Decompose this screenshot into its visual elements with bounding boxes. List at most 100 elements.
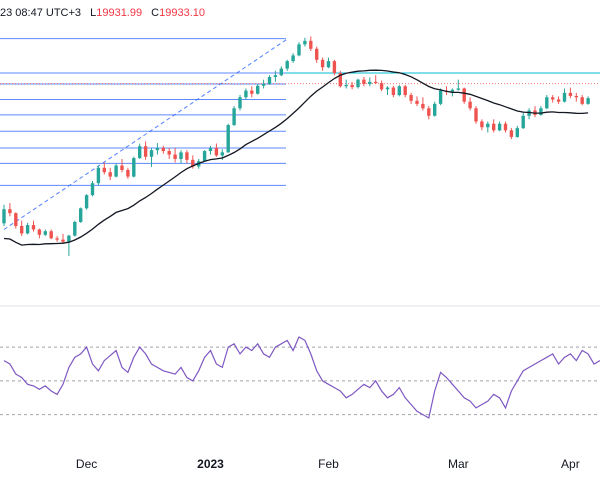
candle-body <box>37 229 42 235</box>
candle-body <box>320 59 325 68</box>
candle-body <box>202 151 207 162</box>
candle <box>31 220 36 232</box>
candle-body <box>415 100 419 104</box>
candle <box>350 81 354 90</box>
candle-body <box>14 213 18 226</box>
candle-body <box>462 88 466 102</box>
candle-body <box>102 167 106 173</box>
candle <box>338 70 342 88</box>
candle <box>161 145 165 154</box>
candle <box>486 121 490 133</box>
candle-body <box>2 209 6 224</box>
candle-body <box>338 73 342 87</box>
candle <box>391 85 396 98</box>
candle-body <box>332 61 337 74</box>
candle <box>568 87 573 99</box>
candle-body <box>226 125 230 153</box>
candle <box>379 80 384 92</box>
candle-body <box>132 158 136 177</box>
candle <box>14 212 18 229</box>
candle-body <box>8 209 12 214</box>
candle <box>108 167 112 181</box>
candle <box>385 86 390 96</box>
candle <box>149 147 154 167</box>
candle <box>433 101 437 117</box>
x-tick-label: Mar <box>447 457 469 471</box>
candle <box>173 147 177 163</box>
candle-body <box>143 146 148 157</box>
candle-body <box>562 92 567 102</box>
candle <box>332 59 337 76</box>
candle-body <box>509 130 514 137</box>
candle <box>551 95 555 103</box>
candle-body <box>403 86 407 96</box>
candle-body <box>84 195 89 209</box>
candle <box>562 88 567 103</box>
candle-body <box>167 151 171 155</box>
fibonacci-levels <box>0 38 600 186</box>
candle-body <box>126 169 130 177</box>
candle-body <box>586 98 590 104</box>
candle <box>138 143 142 159</box>
candle <box>409 92 413 104</box>
candle <box>102 162 106 175</box>
candle-body <box>497 123 502 131</box>
candle <box>356 78 360 89</box>
candle <box>533 106 537 118</box>
candle <box>279 66 283 77</box>
candle-body <box>191 159 195 167</box>
candle-body <box>238 97 242 109</box>
candle-body <box>114 165 118 177</box>
candle-body <box>161 147 165 152</box>
x-tick-label: 2023 <box>197 457 224 471</box>
candle-body <box>379 83 384 90</box>
candle-body <box>433 103 437 116</box>
trendline <box>3 38 288 230</box>
candle <box>267 75 272 85</box>
candle <box>273 70 278 82</box>
candle <box>79 207 83 223</box>
candle-body <box>185 152 189 160</box>
candle <box>61 233 65 244</box>
candle <box>403 84 407 98</box>
candle <box>326 57 331 69</box>
candle <box>25 222 30 235</box>
candle <box>368 77 372 87</box>
candle-body <box>309 40 313 49</box>
legend-time: 23 08:47 UTC+3 <box>0 7 82 19</box>
candle-body <box>450 89 455 92</box>
candle <box>527 108 531 120</box>
x-tick-label: Dec <box>75 457 98 471</box>
candle <box>167 147 171 159</box>
candle <box>49 229 53 240</box>
candle-body <box>556 99 561 102</box>
legend-close-label: C <box>151 7 160 19</box>
candle <box>232 106 236 126</box>
candle <box>67 234 71 256</box>
candle-body <box>43 231 47 235</box>
candle-body <box>385 87 390 90</box>
candle-body <box>521 115 525 129</box>
candle <box>202 150 207 162</box>
candle <box>556 96 561 104</box>
candle-body <box>474 108 478 122</box>
candle-body <box>574 95 578 98</box>
candle <box>521 112 525 129</box>
candle-body <box>261 84 266 86</box>
legend-close-value: 19933.10 <box>159 7 206 19</box>
candle-body <box>409 95 413 101</box>
candle-body <box>25 225 30 234</box>
candlestick-series <box>2 36 590 256</box>
candle-body <box>344 84 348 87</box>
candle <box>574 92 578 102</box>
candle-body <box>350 84 354 88</box>
candle <box>515 125 519 138</box>
candle-body <box>250 90 254 94</box>
candle <box>84 194 89 210</box>
candle-body <box>232 108 236 126</box>
candle <box>586 96 590 105</box>
candle <box>291 53 295 63</box>
candle-body <box>120 165 124 170</box>
candle <box>497 121 502 132</box>
